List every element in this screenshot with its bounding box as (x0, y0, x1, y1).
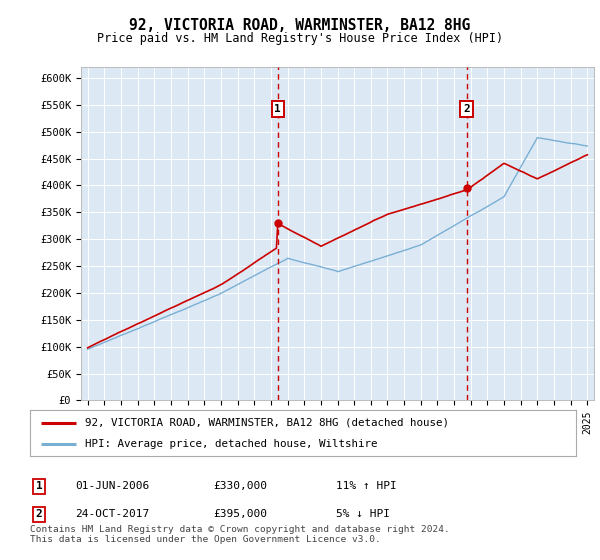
Text: 24-OCT-2017: 24-OCT-2017 (75, 509, 149, 519)
Text: 2: 2 (35, 509, 43, 519)
Text: 92, VICTORIA ROAD, WARMINSTER, BA12 8HG: 92, VICTORIA ROAD, WARMINSTER, BA12 8HG (130, 18, 470, 33)
Text: 2: 2 (463, 104, 470, 114)
Text: 5% ↓ HPI: 5% ↓ HPI (336, 509, 390, 519)
Text: £395,000: £395,000 (213, 509, 267, 519)
Text: 11% ↑ HPI: 11% ↑ HPI (336, 481, 397, 491)
Text: 1: 1 (35, 481, 43, 491)
Text: £330,000: £330,000 (213, 481, 267, 491)
Text: HPI: Average price, detached house, Wiltshire: HPI: Average price, detached house, Wilt… (85, 439, 377, 449)
Text: Contains HM Land Registry data © Crown copyright and database right 2024.
This d: Contains HM Land Registry data © Crown c… (30, 525, 450, 544)
Text: 92, VICTORIA ROAD, WARMINSTER, BA12 8HG (detached house): 92, VICTORIA ROAD, WARMINSTER, BA12 8HG … (85, 418, 449, 428)
Text: 1: 1 (274, 104, 281, 114)
Text: 01-JUN-2006: 01-JUN-2006 (75, 481, 149, 491)
Text: Price paid vs. HM Land Registry's House Price Index (HPI): Price paid vs. HM Land Registry's House … (97, 32, 503, 45)
